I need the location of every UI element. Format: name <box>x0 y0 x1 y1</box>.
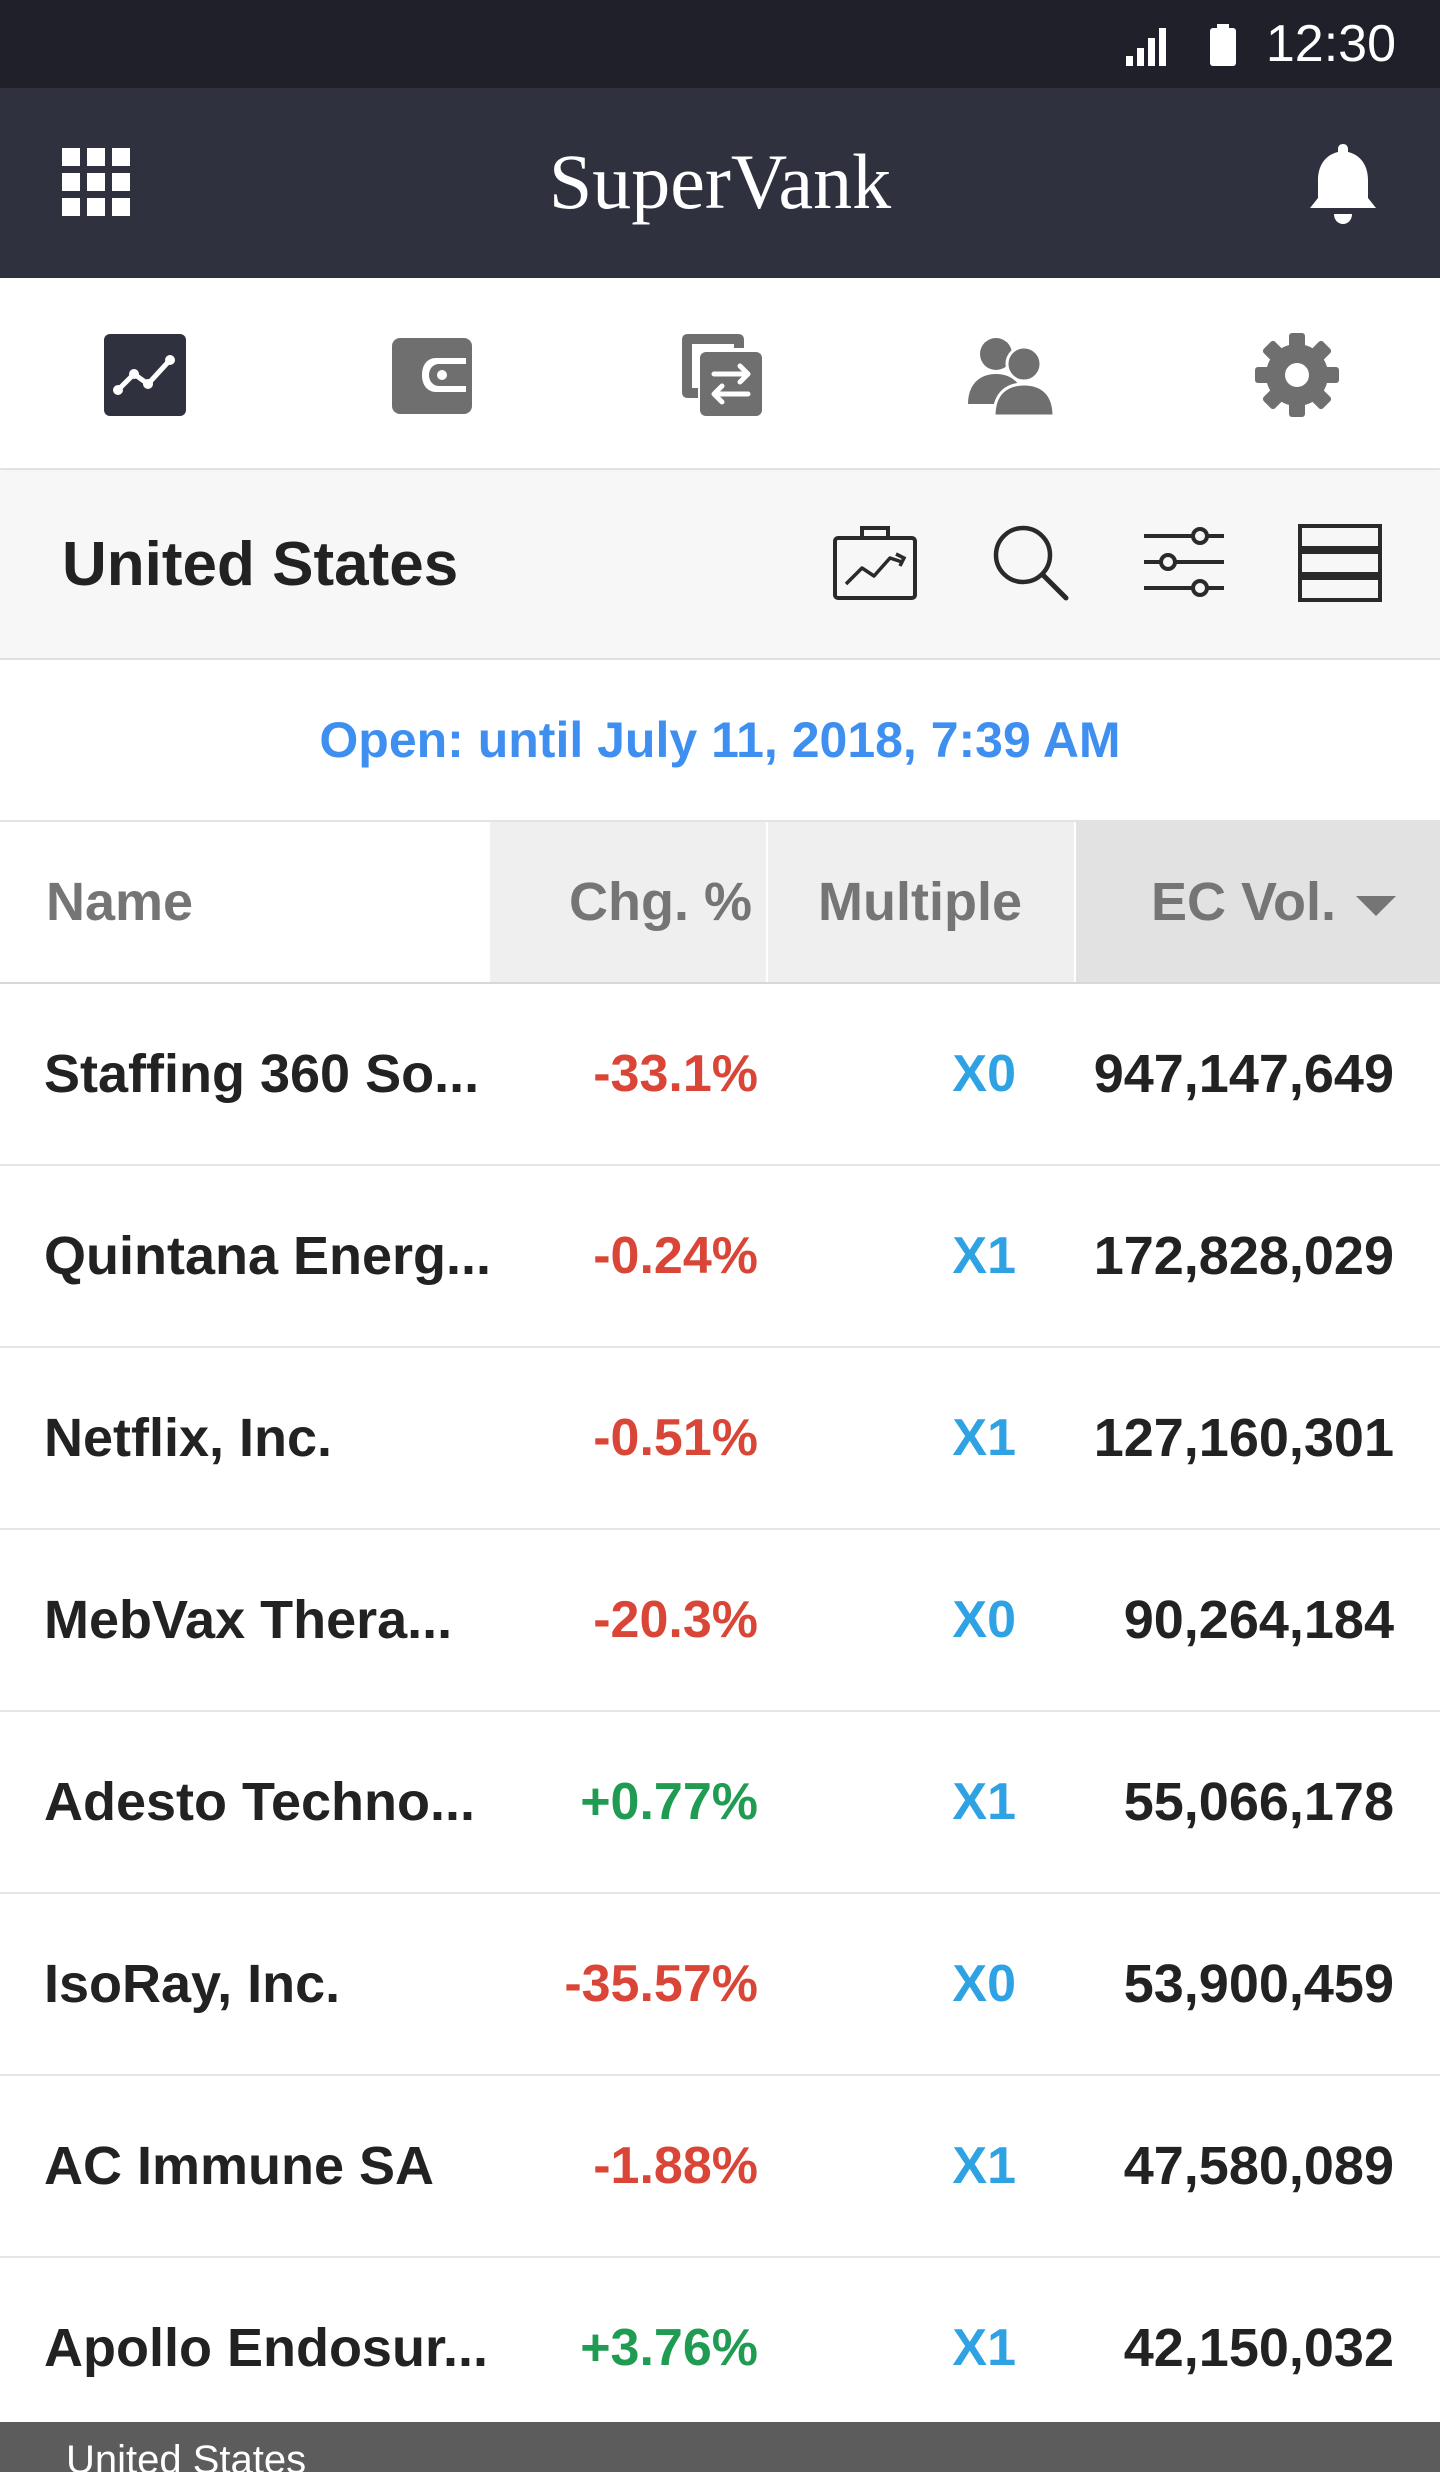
users-icon <box>968 338 1056 418</box>
app-bar: SuperVank <box>0 88 1440 278</box>
status-time: 12:30 <box>1265 15 1396 73</box>
grid-menu-icon[interactable] <box>60 146 132 218</box>
stock-name: Quintana Energ... <box>44 1226 492 1286</box>
multiple-value: X0 <box>952 1955 1016 2013</box>
gear-icon <box>1255 333 1339 417</box>
change-percent: -1.88% <box>593 2137 758 2195</box>
table-row[interactable]: MebVax Thera... -20.3% X0 90,264,184 <box>0 1530 1440 1712</box>
nav-tabs <box>0 278 1440 470</box>
multiple-value: X0 <box>952 1045 1016 1103</box>
sort-desc-icon <box>1356 895 1396 916</box>
search-icon[interactable] <box>990 522 1070 602</box>
ec-volume: 90,264,184 <box>1123 1590 1394 1650</box>
change-percent: -33.1% <box>593 1045 758 1103</box>
transfer-icon <box>682 334 762 416</box>
change-percent: +0.77% <box>580 1773 758 1831</box>
stock-name: Staffing 360 So... <box>44 1044 480 1104</box>
chart-line-icon <box>104 334 186 416</box>
filter-sliders-icon[interactable] <box>1142 522 1226 602</box>
stock-name: Netflix, Inc. <box>44 1408 333 1468</box>
stock-list: Staffing 360 So... -33.1% X0 947,147,649 Qui… <box>0 984 1440 2440</box>
app-title: SuperVank <box>548 138 892 225</box>
ec-volume: 127,160,301 <box>1093 1408 1394 1468</box>
portfolio-icon[interactable] <box>832 522 918 602</box>
ec-volume: 947,147,649 <box>1093 1044 1394 1104</box>
column-header-volume[interactable]: EC Vol. <box>1076 822 1440 982</box>
ec-volume: 172,828,029 <box>1093 1226 1394 1286</box>
multiple-value: X1 <box>952 1227 1016 1285</box>
multiple-value: X1 <box>952 2137 1016 2195</box>
status-bar: 12:30 <box>0 0 1440 88</box>
stock-name: AC Immune SA <box>44 2136 435 2196</box>
ec-volume: 42,150,032 <box>1123 2318 1394 2378</box>
bottom-bar-label: United States <box>66 2438 307 2472</box>
change-percent: -0.51% <box>593 1409 758 1467</box>
wallet-icon <box>392 338 472 414</box>
column-header-multiple[interactable]: Multiple <box>768 822 1074 982</box>
column-header-change[interactable]: Chg. % <box>490 822 766 982</box>
change-percent: -20.3% <box>593 1591 758 1649</box>
table-row[interactable]: Staffing 360 So... -33.1% X0 947,147,649 <box>0 984 1440 1166</box>
table-row[interactable]: Quintana Energ... -0.24% X1 172,828,029 <box>0 1166 1440 1348</box>
stock-name: Adesto Techno... <box>44 1772 476 1832</box>
bell-icon[interactable] <box>1306 140 1380 226</box>
table-row[interactable]: Netflix, Inc. -0.51% X1 127,160,301 <box>0 1348 1440 1530</box>
market-status: Open: until July 11, 2018, 7:39 AM <box>0 660 1440 822</box>
signal-icon <box>1126 28 1166 66</box>
tab-markets[interactable] <box>100 330 190 420</box>
stock-name: MebVax Thera... <box>44 1590 453 1650</box>
region-title[interactable]: United States <box>62 530 459 599</box>
table-row[interactable]: AC Immune SA -1.88% X1 47,580,089 <box>0 2076 1440 2258</box>
tab-wallet[interactable] <box>386 330 476 420</box>
multiple-value: X0 <box>952 1591 1016 1649</box>
table-row[interactable]: Apollo Endosur... +3.76% X1 42,150,032 <box>0 2258 1440 2440</box>
change-percent: -35.57% <box>564 1955 758 2013</box>
multiple-value: X1 <box>952 2319 1016 2377</box>
ec-volume: 55,066,178 <box>1123 1772 1394 1832</box>
ec-volume: 53,900,459 <box>1123 1954 1394 2014</box>
table-row[interactable]: IsoRay, Inc. -35.57% X0 53,900,459 <box>0 1894 1440 2076</box>
table-row[interactable]: Adesto Techno... +0.77% X1 55,066,178 <box>0 1712 1440 1894</box>
bottom-bar[interactable]: United States <box>0 2422 1440 2472</box>
multiple-value: X1 <box>952 1773 1016 1831</box>
battery-icon <box>1210 24 1236 66</box>
stock-name: Apollo Endosur... <box>44 2318 488 2378</box>
tab-settings[interactable] <box>1252 330 1342 420</box>
stock-name: IsoRay, Inc. <box>44 1954 341 2014</box>
column-header-name[interactable]: Name <box>46 872 194 932</box>
table-header: Name Chg. % Multiple EC Vol. <box>0 822 1440 984</box>
change-percent: +3.76% <box>580 2319 758 2377</box>
multiple-value: X1 <box>952 1409 1016 1467</box>
change-percent: -0.24% <box>593 1227 758 1285</box>
ec-volume: 47,580,089 <box>1123 2136 1394 2196</box>
list-view-icon[interactable] <box>1298 522 1382 602</box>
tab-transfer[interactable] <box>676 330 766 420</box>
tab-users[interactable] <box>966 330 1056 420</box>
subheader: United States <box>0 472 1440 660</box>
